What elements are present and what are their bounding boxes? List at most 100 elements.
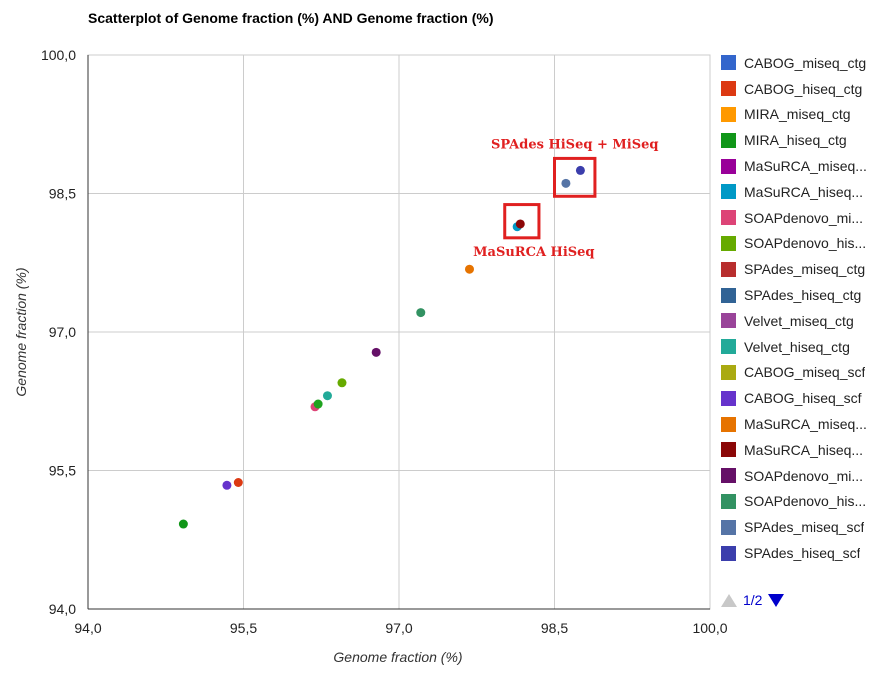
legend-label: MIRA_hiseq_ctg: [744, 132, 847, 149]
legend-item[interactable]: CABOG_hiseq_ctg: [721, 76, 893, 102]
legend-page-indicator: 1/2: [743, 592, 763, 608]
legend-item[interactable]: SOAPdenovo_mi...: [721, 205, 893, 231]
x-tick-label: 98,5: [541, 620, 568, 636]
legend-item[interactable]: SPAdes_hiseq_ctg: [721, 282, 893, 308]
legend-label: CABOG_miseq_scf: [744, 364, 866, 381]
plot-axes: [87, 54, 711, 610]
legend-label: SPAdes_hiseq_ctg: [744, 287, 862, 304]
y-tick-label: 95,5: [49, 463, 76, 479]
legend-swatch: [721, 106, 736, 122]
legend-item[interactable]: MaSuRCA_hiseq...: [721, 179, 893, 205]
legend-page-down-icon[interactable]: [768, 593, 785, 607]
legend-item[interactable]: MIRA_hiseq_ctg: [721, 127, 893, 153]
legend-swatch: [721, 390, 736, 406]
legend-swatch: [721, 442, 736, 458]
legend-page-up-icon[interactable]: [721, 593, 737, 607]
legend-item[interactable]: Velvet_hiseq_ctg: [721, 334, 893, 360]
legend-item[interactable]: MaSuRCA_hiseq...: [721, 437, 893, 463]
legend-swatch: [721, 468, 736, 484]
data-point: [371, 347, 381, 357]
legend-item[interactable]: SOAPdenovo_mi...: [721, 463, 893, 489]
data-point: [561, 178, 571, 188]
data-point: [464, 264, 474, 274]
legend-label: Velvet_hiseq_ctg: [744, 338, 850, 355]
legend-label: CABOG_hiseq_scf: [744, 390, 862, 407]
x-axis-title: Genome fraction (%): [333, 649, 462, 665]
y-tick-label: 94,0: [49, 601, 76, 617]
legend-item[interactable]: MIRA_miseq_ctg: [721, 102, 893, 128]
legend-label: MaSuRCA_miseq...: [744, 416, 867, 433]
legend-swatch: [721, 55, 736, 71]
legend-item[interactable]: MaSuRCA_miseq...: [721, 411, 893, 437]
legend-label: SOAPdenovo_mi...: [744, 467, 864, 484]
grid-lines: [88, 55, 710, 609]
legend-label: Velvet_miseq_ctg: [744, 312, 854, 329]
legend-label: MaSuRCA_hiseq...: [744, 183, 864, 200]
legend-swatch: [721, 416, 736, 432]
legend-swatch: [721, 235, 736, 251]
legend-swatch: [721, 313, 736, 329]
data-point: [322, 391, 332, 401]
data-point: [515, 219, 525, 229]
legend-swatch: [721, 158, 736, 174]
y-tick-label: 98,5: [49, 186, 76, 202]
legend-label: SPAdes_miseq_ctg: [744, 261, 866, 278]
legend-label: SOAPdenovo_his...: [744, 235, 867, 252]
x-tick-label: 97,0: [385, 620, 412, 636]
legend-swatch: [721, 364, 736, 380]
legend-item[interactable]: SOAPdenovo_his...: [721, 231, 893, 257]
annotation-label-spades: SPAdes HiSeq + MiSeq: [491, 137, 659, 152]
legend-label: SOAPdenovo_mi...: [744, 209, 864, 226]
y-axis-title: Genome fraction (%): [13, 267, 29, 396]
legend-label: MIRA_miseq_ctg: [744, 106, 851, 123]
chart-legend: CABOG_miseq_ctg CABOG_hiseq_ctg MIRA_miseq…: [721, 50, 893, 566]
legend-item[interactable]: SPAdes_miseq_scf: [721, 514, 893, 540]
legend-item[interactable]: SPAdes_miseq_ctg: [721, 256, 893, 282]
x-tick-label: 94,0: [74, 620, 101, 636]
data-point: [313, 399, 323, 409]
data-point: [222, 480, 232, 490]
x-tick-label: 95,5: [230, 620, 257, 636]
data-point: [233, 478, 243, 488]
legend-label: MaSuRCA_hiseq...: [744, 441, 864, 458]
tick-labels: 94,0 95,5 97,0 98,5 100,0 94,0 95,5 97,0 98,5 100…: [41, 47, 728, 636]
data-points: [178, 165, 585, 529]
y-tick-label: 100,0: [41, 47, 76, 63]
legend-label: SOAPdenovo_his...: [744, 493, 867, 510]
legend-swatch: [721, 261, 736, 277]
legend-swatch: [721, 493, 736, 509]
legend-item[interactable]: SPAdes_hiseq_scf: [721, 540, 893, 566]
data-point: [416, 308, 426, 318]
legend-label: CABOG_miseq_ctg: [744, 54, 867, 71]
legend-swatch: [721, 184, 736, 200]
data-point: [337, 378, 347, 388]
legend-item[interactable]: CABOG_miseq_ctg: [721, 50, 893, 76]
legend-swatch: [721, 519, 736, 535]
annotation-label-masurca: MaSuRCA HiSeq: [473, 245, 594, 260]
y-tick-label: 97,0: [49, 324, 76, 340]
legend-label: SPAdes_hiseq_scf: [744, 545, 861, 562]
legend-item[interactable]: CABOG_miseq_scf: [721, 360, 893, 386]
legend-label: CABOG_hiseq_ctg: [744, 80, 863, 97]
x-tick-label: 100,0: [692, 620, 727, 636]
legend-label: MaSuRCA_miseq...: [744, 158, 867, 175]
legend-item[interactable]: MaSuRCA_miseq...: [721, 153, 893, 179]
legend-label: SPAdes_miseq_scf: [744, 519, 865, 536]
legend-pager: 1/2: [721, 592, 785, 608]
legend-item[interactable]: CABOG_hiseq_scf: [721, 385, 893, 411]
data-point: [575, 165, 585, 175]
legend-swatch: [721, 287, 736, 303]
chart-title: Scatterplot of Genome fraction (%) AND G…: [88, 10, 494, 26]
legend-item[interactable]: Velvet_miseq_ctg: [721, 308, 893, 334]
legend-swatch: [721, 210, 736, 226]
annotations: SPAdes HiSeq + MiSeq MaSuRCA HiSeq: [473, 137, 658, 259]
legend-swatch: [721, 339, 736, 355]
annotation-box-spades: [553, 156, 597, 198]
legend-swatch: [721, 81, 736, 97]
legend-swatch: [721, 132, 736, 148]
data-point: [178, 519, 188, 529]
annotation-box-masurca: [503, 203, 541, 240]
legend-item[interactable]: SOAPdenovo_his...: [721, 489, 893, 515]
legend-swatch: [721, 545, 736, 561]
